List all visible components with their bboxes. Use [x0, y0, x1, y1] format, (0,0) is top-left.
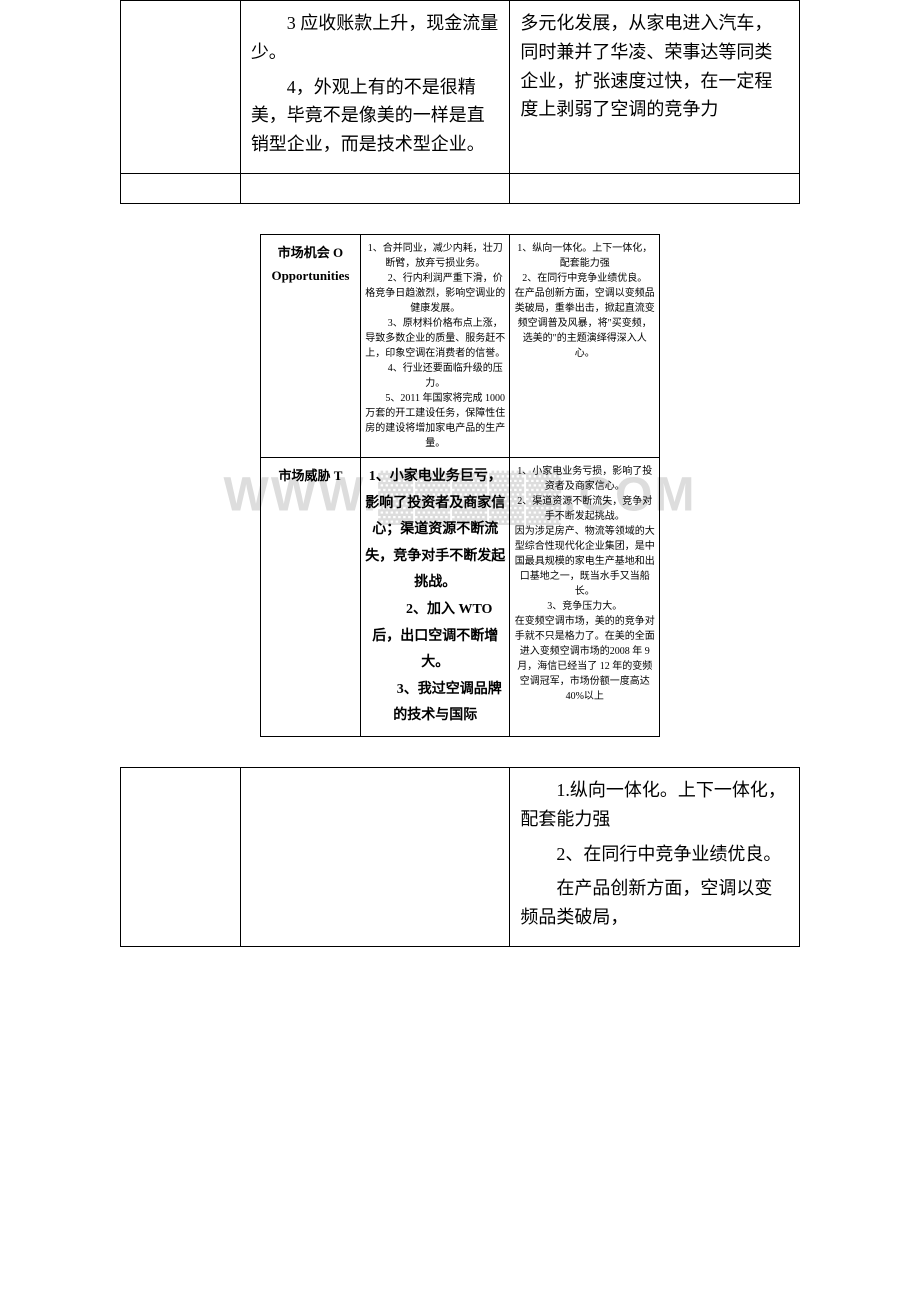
empty-cell — [510, 173, 800, 203]
threats-col2: 1、小家电业务巨亏，影响了投资者及商家信心；渠道资源不断流失，竞争对手不断发起挑… — [360, 457, 510, 736]
top-col2-text1: 3 应收账款上升，现金流量少。 — [251, 9, 500, 67]
top-table: 3 应收账款上升，现金流量少。 4，外观上有的不是很精美，毕竟不是像美的一样是直… — [120, 0, 800, 204]
bottom-col1 — [121, 767, 241, 946]
top-col3: 多元化发展，从家电进入汽车，同时兼并了华凌、荣事达等同类企业，扩张速度过快，在一… — [510, 1, 800, 174]
empty-cell — [240, 173, 510, 203]
bottom-col3-text1: 1.纵向一体化。上下一体化，配套能力强 — [520, 776, 789, 834]
document-container: 3 应收账款上升，现金流量少。 4，外观上有的不是很精美，毕竟不是像美的一样是直… — [0, 0, 920, 947]
opportunities-col3: 1、纵向一体化。上下一体化，配套能力强 2、在同行中竞争业绩优良。 在产品创新方… — [510, 234, 660, 457]
table-row: 市场威胁 T 1、小家电业务巨亏，影响了投资者及商家信心；渠道资源不断流失，竞争… — [261, 457, 660, 736]
label-cn: 市场威胁 T — [265, 464, 356, 487]
table-row: 1.纵向一体化。上下一体化，配套能力强 2、在同行中竞争业绩优良。 在产品创新方… — [121, 767, 800, 946]
opp-col3-text: 1、纵向一体化。上下一体化，配套能力强 2、在同行中竞争业绩优良。 在产品创新方… — [515, 243, 655, 359]
threats-col3: 1、小家电业务亏损，影响了投资者及商家信心。 2、渠道资源不断流失，竞争对手不断… — [510, 457, 660, 736]
bottom-col3: 1.纵向一体化。上下一体化，配套能力强 2、在同行中竞争业绩优良。 在产品创新方… — [510, 767, 800, 946]
bottom-col3-text3: 在产品创新方面，空调以变频品类破局， — [520, 874, 789, 932]
threat-col3-text: 1、小家电业务亏损，影响了投资者及商家信心。 2、渠道资源不断流失，竞争对手不断… — [515, 466, 655, 702]
opportunities-label: 市场机会 O Opportunities — [261, 234, 361, 457]
table-row: 市场机会 O Opportunities 1、合并同业，减少内耗，壮刀断臂，放弃… — [261, 234, 660, 457]
empty-cell — [121, 173, 241, 203]
label-cn: 市场机会 O — [265, 241, 356, 264]
top-col3-text: 多元化发展，从家电进入汽车，同时兼并了华凌、荣事达等同类企业，扩张速度过快，在一… — [520, 13, 772, 119]
table-row: 3 应收账款上升，现金流量少。 4，外观上有的不是很精美，毕竟不是像美的一样是直… — [121, 1, 800, 174]
middle-table: 市场机会 O Opportunities 1、合并同业，减少内耗，壮刀断臂，放弃… — [260, 234, 660, 737]
bottom-col2 — [240, 767, 510, 946]
top-col2: 3 应收账款上升，现金流量少。 4，外观上有的不是很精美，毕竟不是像美的一样是直… — [240, 1, 510, 174]
top-col1 — [121, 1, 241, 174]
threat-col2-text: 1、小家电业务巨亏，影响了投资者及商家信心；渠道资源不断流失，竞争对手不断发起挑… — [365, 469, 505, 723]
label-en: Opportunities — [265, 264, 356, 287]
middle-section: WWW.▓▓▓▓▓.COM 市场机会 O Opportunities 1、合并同… — [0, 224, 920, 767]
opp-col2-text: 1、合并同业，减少内耗，壮刀断臂，放弃亏损业务。 2、行内利润严重下滑，价格竞争… — [365, 243, 507, 449]
bottom-table: 1.纵向一体化。上下一体化，配套能力强 2、在同行中竞争业绩优良。 在产品创新方… — [120, 767, 800, 947]
top-col2-text2: 4，外观上有的不是很精美，毕竟不是像美的一样是直销型企业，而是技术型企业。 — [251, 73, 500, 159]
threats-label: 市场威胁 T — [261, 457, 361, 736]
opportunities-col2: 1、合并同业，减少内耗，壮刀断臂，放弃亏损业务。 2、行内利润严重下滑，价格竞争… — [360, 234, 510, 457]
table-row-empty — [121, 173, 800, 203]
bottom-col3-text2: 2、在同行中竞争业绩优良。 — [520, 840, 789, 869]
